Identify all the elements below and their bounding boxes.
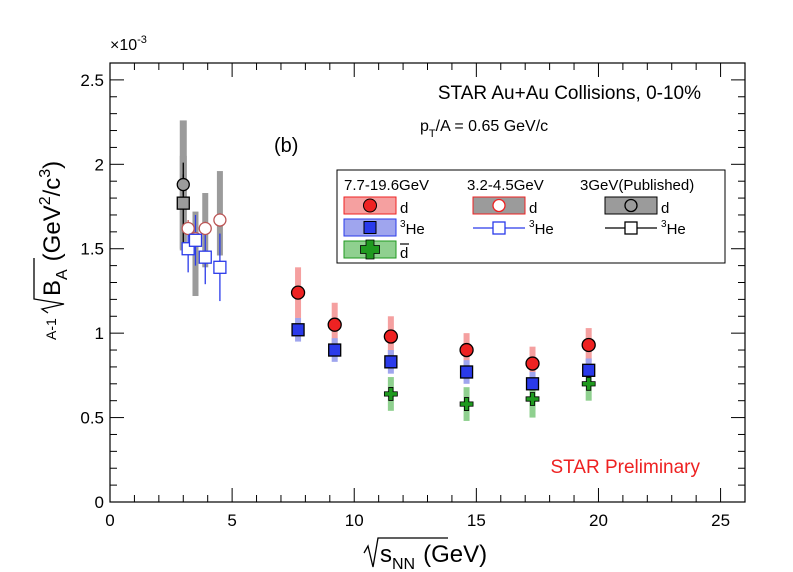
x-tick-label: 0 xyxy=(105,511,114,530)
x-tick-label: 25 xyxy=(711,511,730,530)
data-point-circle xyxy=(290,285,306,300)
x-tick-label: 5 xyxy=(227,511,236,530)
legend-label-he3-new: 3He xyxy=(400,219,425,238)
axis-ticks xyxy=(109,62,746,503)
data-point-square xyxy=(328,343,342,357)
data-point-circle xyxy=(581,337,596,353)
y-tick-label: 0.5 xyxy=(80,409,104,428)
legend-label-d-pub: d xyxy=(661,200,669,217)
data-point-square xyxy=(291,323,305,337)
legend-marker-he3-new xyxy=(363,221,377,234)
legend-marker-d-32 xyxy=(492,198,506,213)
data-point-circle xyxy=(198,221,212,236)
legend-header-3-4: 3.2-4.5GeV xyxy=(467,177,544,194)
chart-subtitle: pT/A = 0.65 GeV/c xyxy=(420,118,548,140)
data-point-square xyxy=(188,233,203,247)
y-tick-label: 2 xyxy=(95,155,104,174)
y-axis-title-text: BA(GeV2/c3) xyxy=(37,161,71,296)
chart-title: STAR Au+Au Collisions, 0-10% xyxy=(438,83,701,104)
data-markers-layer xyxy=(176,177,596,411)
data-point-square xyxy=(213,260,227,274)
data-point-cross xyxy=(383,387,398,401)
legend-label-dbar-new: d xyxy=(400,245,408,262)
legend-marker-d-pub xyxy=(624,198,638,213)
data-point-square xyxy=(525,377,540,391)
data-point-circle xyxy=(383,329,399,344)
data-point-square xyxy=(582,363,596,377)
legend-box xyxy=(336,169,726,264)
legend-label-d-new: d xyxy=(400,200,408,217)
legend: 7.7-19.6GeV 3.2-4.5GeV 3GeV(Published) d… xyxy=(336,169,726,264)
y-tick-label: 2.5 xyxy=(80,71,104,90)
data-point-square xyxy=(384,355,398,369)
legend-marker-he3-pub xyxy=(624,221,638,235)
y-tick-label: 1 xyxy=(95,324,104,343)
x-axis-title: sNN (GeV) xyxy=(363,537,487,572)
axis-tick-labels: 0 5 10 15 20 25 0 0.5 1 1.5 2 2.5 xyxy=(80,71,730,530)
x-tick-label: 10 xyxy=(345,511,364,530)
y-multiplier: ×10-3 xyxy=(110,34,147,54)
data-point-square xyxy=(176,196,190,210)
legend-label-he3-pub: 3He xyxy=(661,219,686,238)
y-axis-sqrt-sign xyxy=(33,258,65,314)
y-multiplier-exponent: -3 xyxy=(137,34,147,46)
data-point-cross xyxy=(459,397,474,411)
legend-marker-he3-32 xyxy=(492,221,506,235)
y-tick-label: 0 xyxy=(95,493,104,512)
legend-header-pub: 3GeV(Published) xyxy=(580,177,694,194)
legend-header-7-19: 7.7-19.6GeV xyxy=(344,177,429,194)
data-point-circle xyxy=(213,213,227,227)
data-point-cross xyxy=(581,376,596,391)
panel-label: (b) xyxy=(274,135,298,157)
preliminary-label: STAR Preliminary xyxy=(550,457,700,478)
x-tick-label: 15 xyxy=(467,511,486,530)
x-axis-title-text: sNN (GeV) xyxy=(380,541,487,572)
data-point-square xyxy=(459,365,474,379)
data-point-circle xyxy=(459,342,474,358)
data-point-circle xyxy=(525,356,540,371)
y-axis-prefix: A-1 xyxy=(43,318,59,340)
legend-label-d-32: d xyxy=(529,200,537,217)
legend-label-he3-32: 3He xyxy=(529,219,554,238)
data-point-square xyxy=(198,250,212,264)
data-point-circle xyxy=(181,221,195,236)
legend-marker-d-new xyxy=(363,198,377,213)
data-point-circle xyxy=(176,177,190,192)
x-tick-label: 20 xyxy=(589,511,608,530)
data-point-cross xyxy=(525,392,540,406)
data-point-circle xyxy=(327,317,342,332)
y-tick-label: 1.5 xyxy=(80,240,104,259)
y-axis-title: A-1 BA(GeV2/c3) xyxy=(33,161,71,340)
legend-marker-dbar-new xyxy=(360,239,380,260)
x-axis-sqrt-sign xyxy=(363,537,448,568)
